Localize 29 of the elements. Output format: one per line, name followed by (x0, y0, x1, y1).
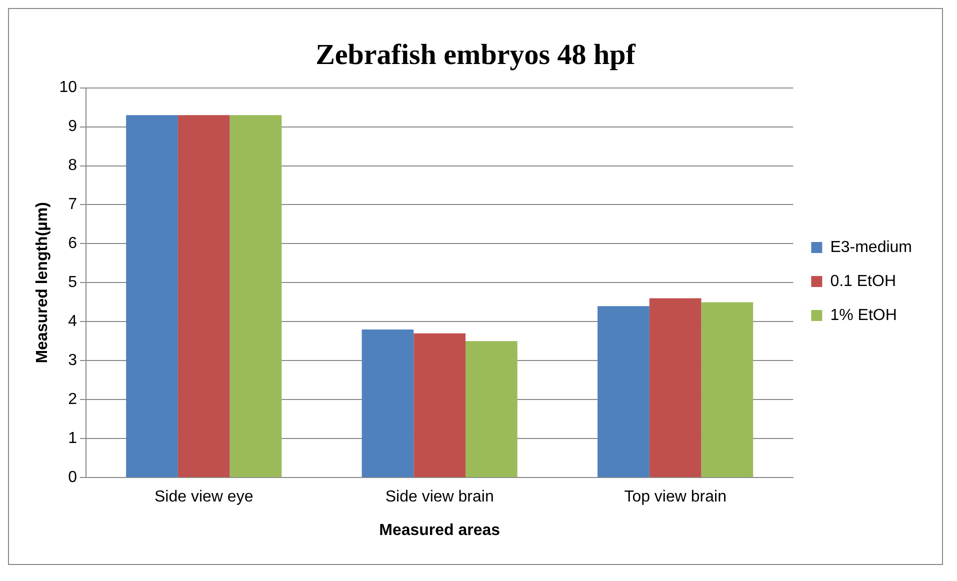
bar (362, 329, 414, 478)
bar (649, 298, 702, 478)
y-tick-label: 6 (68, 235, 78, 252)
bar (414, 333, 466, 478)
x-tick-label: Side view eye (154, 488, 254, 506)
legend-label: 0.1 EtOH (830, 272, 896, 290)
y-tick-label: 2 (68, 391, 78, 408)
y-tick-label: 0 (68, 469, 78, 486)
y-tick-label: 3 (68, 352, 78, 370)
y-tick-label: 8 (68, 157, 78, 174)
bar (126, 115, 178, 478)
x-tick-label: Top view brain (624, 488, 726, 506)
y-axis-title: Measured length(µm) (34, 202, 52, 364)
y-tick-label: 5 (68, 274, 78, 292)
y-tick-label: 10 (59, 79, 78, 96)
y-tick-label: 1 (68, 430, 78, 448)
bar (466, 341, 518, 478)
x-tick-label: Side view brain (385, 488, 494, 506)
bar (178, 115, 230, 478)
y-tick-label: 4 (68, 313, 78, 330)
y-tick-label: 9 (68, 118, 78, 136)
bar (230, 115, 282, 478)
legend-label: E3-medium (830, 238, 912, 256)
legend-label: 1% EtOH (830, 306, 897, 324)
bar (598, 306, 650, 478)
bar (701, 302, 754, 478)
y-tick-label: 7 (68, 196, 78, 214)
x-axis-title: Measured areas (379, 522, 500, 539)
chart-title: Zebrafish embryos 48 hpf (316, 38, 636, 71)
